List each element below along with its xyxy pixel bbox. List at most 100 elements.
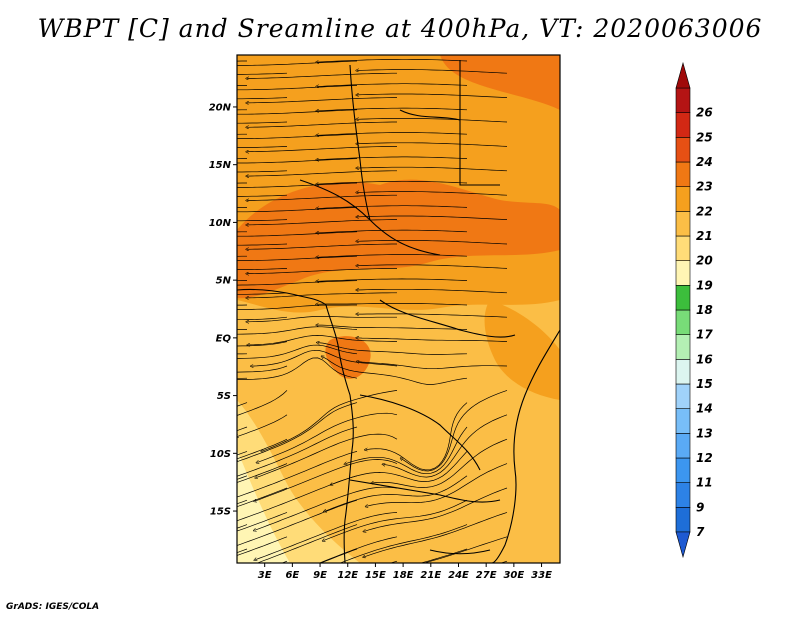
streamline	[322, 357, 468, 385]
colorbar-swatch	[675, 383, 691, 409]
streamline	[237, 72, 288, 75]
streamline	[357, 167, 508, 172]
field-22-east	[484, 300, 560, 400]
colorbar-swatch	[675, 433, 691, 459]
border-3	[299, 179, 441, 256]
streamline	[324, 499, 468, 540]
streamline	[357, 94, 508, 98]
streamline	[317, 254, 468, 258]
streamline	[317, 132, 468, 136]
colorbar-label: 12	[696, 451, 713, 465]
streamline	[320, 548, 358, 563]
streamline	[237, 170, 288, 173]
streamline	[357, 118, 508, 123]
streamline	[237, 97, 288, 100]
streamline	[255, 512, 398, 559]
streamline	[237, 475, 358, 522]
streamline	[247, 121, 397, 127]
streamline	[237, 451, 358, 497]
streamline	[281, 560, 288, 563]
colorbar-swatch	[675, 186, 691, 212]
streamline	[252, 349, 398, 366]
streamline	[256, 433, 398, 478]
colorbar-over-arrow	[675, 61, 691, 89]
streamline	[317, 107, 468, 111]
streamline	[237, 255, 358, 261]
lat-tick-label: 10S	[210, 449, 231, 460]
border-5	[359, 394, 481, 471]
lat-tick-label: EQ	[216, 333, 232, 344]
colorbar-label: 26	[696, 106, 713, 120]
streamline	[237, 487, 288, 507]
lon-tick-label: 24E	[448, 570, 469, 581]
streamline	[256, 524, 358, 563]
streamline	[237, 438, 288, 459]
streamline	[237, 109, 358, 115]
colorbar-swatch	[675, 334, 691, 360]
streamline	[237, 402, 358, 463]
west-africa-coastline	[237, 288, 354, 563]
colorbar-swatch	[675, 112, 691, 138]
streamline	[366, 402, 468, 471]
east-africa-coastline	[491, 329, 560, 563]
colorbar: 7 9 11 12 13 14 15 16 17 18 19 20 21 22 23 24 25 26	[675, 61, 713, 559]
colorbar-swatch	[675, 285, 691, 311]
streamlines	[237, 58, 508, 563]
lat-tick-label: 15N	[209, 160, 232, 171]
lon-tick-label: 12E	[337, 570, 358, 581]
footer-credit: GrADS: IGES/COLA	[6, 602, 100, 612]
streamline	[247, 194, 397, 200]
streamline	[325, 475, 468, 511]
streamline	[237, 219, 288, 222]
colorbar-label: 16	[696, 352, 713, 366]
streamline	[237, 268, 288, 270]
streamline	[247, 219, 397, 225]
streamline	[237, 475, 248, 480]
streamline	[237, 344, 358, 359]
streamline	[237, 231, 358, 237]
colorbar-swatch	[675, 359, 691, 385]
streamline	[357, 265, 508, 269]
lon-tick-label: 27E	[476, 570, 497, 581]
streamline	[384, 414, 508, 478]
shaded-field	[237, 55, 560, 563]
streamline	[237, 207, 358, 213]
streamline	[339, 524, 468, 563]
streamline	[237, 326, 358, 335]
streamline	[247, 146, 397, 151]
streamline	[357, 338, 508, 342]
border-8	[399, 109, 461, 121]
lat-tick-label: 10N	[209, 218, 232, 229]
streamline	[237, 390, 288, 416]
lat-tick-label: 5N	[216, 276, 232, 287]
streamline	[237, 194, 288, 197]
streamline	[317, 205, 468, 209]
streamline	[364, 487, 508, 531]
streamline	[357, 143, 508, 147]
colorbar-swatch	[675, 211, 691, 237]
colorbar-swatch	[675, 457, 691, 483]
streamline	[237, 451, 248, 456]
lat-tick-label: 5S	[217, 391, 231, 402]
map-frame	[236, 54, 561, 564]
streamline	[372, 438, 508, 488]
streamline	[357, 314, 508, 318]
streamline	[237, 402, 248, 407]
streamline	[317, 303, 468, 305]
streamline	[237, 365, 288, 373]
colorbar-label: 21	[696, 229, 713, 243]
border-6	[349, 479, 501, 503]
colorbar-swatch	[675, 408, 691, 434]
streamline	[317, 83, 468, 87]
colorbar-label: 25	[696, 130, 713, 144]
streamline	[317, 180, 468, 184]
colorbar-label: 24	[696, 155, 713, 169]
streamline	[237, 85, 358, 91]
streamline	[237, 463, 288, 483]
lon-tick-label: 3E	[258, 570, 272, 581]
map-title: WBPT [C] and Sreamline at 400hPa, VT: 20…	[37, 14, 763, 43]
colorbar-swatch	[675, 507, 691, 533]
streamline	[247, 292, 397, 298]
colorbar-label: 20	[696, 254, 713, 268]
